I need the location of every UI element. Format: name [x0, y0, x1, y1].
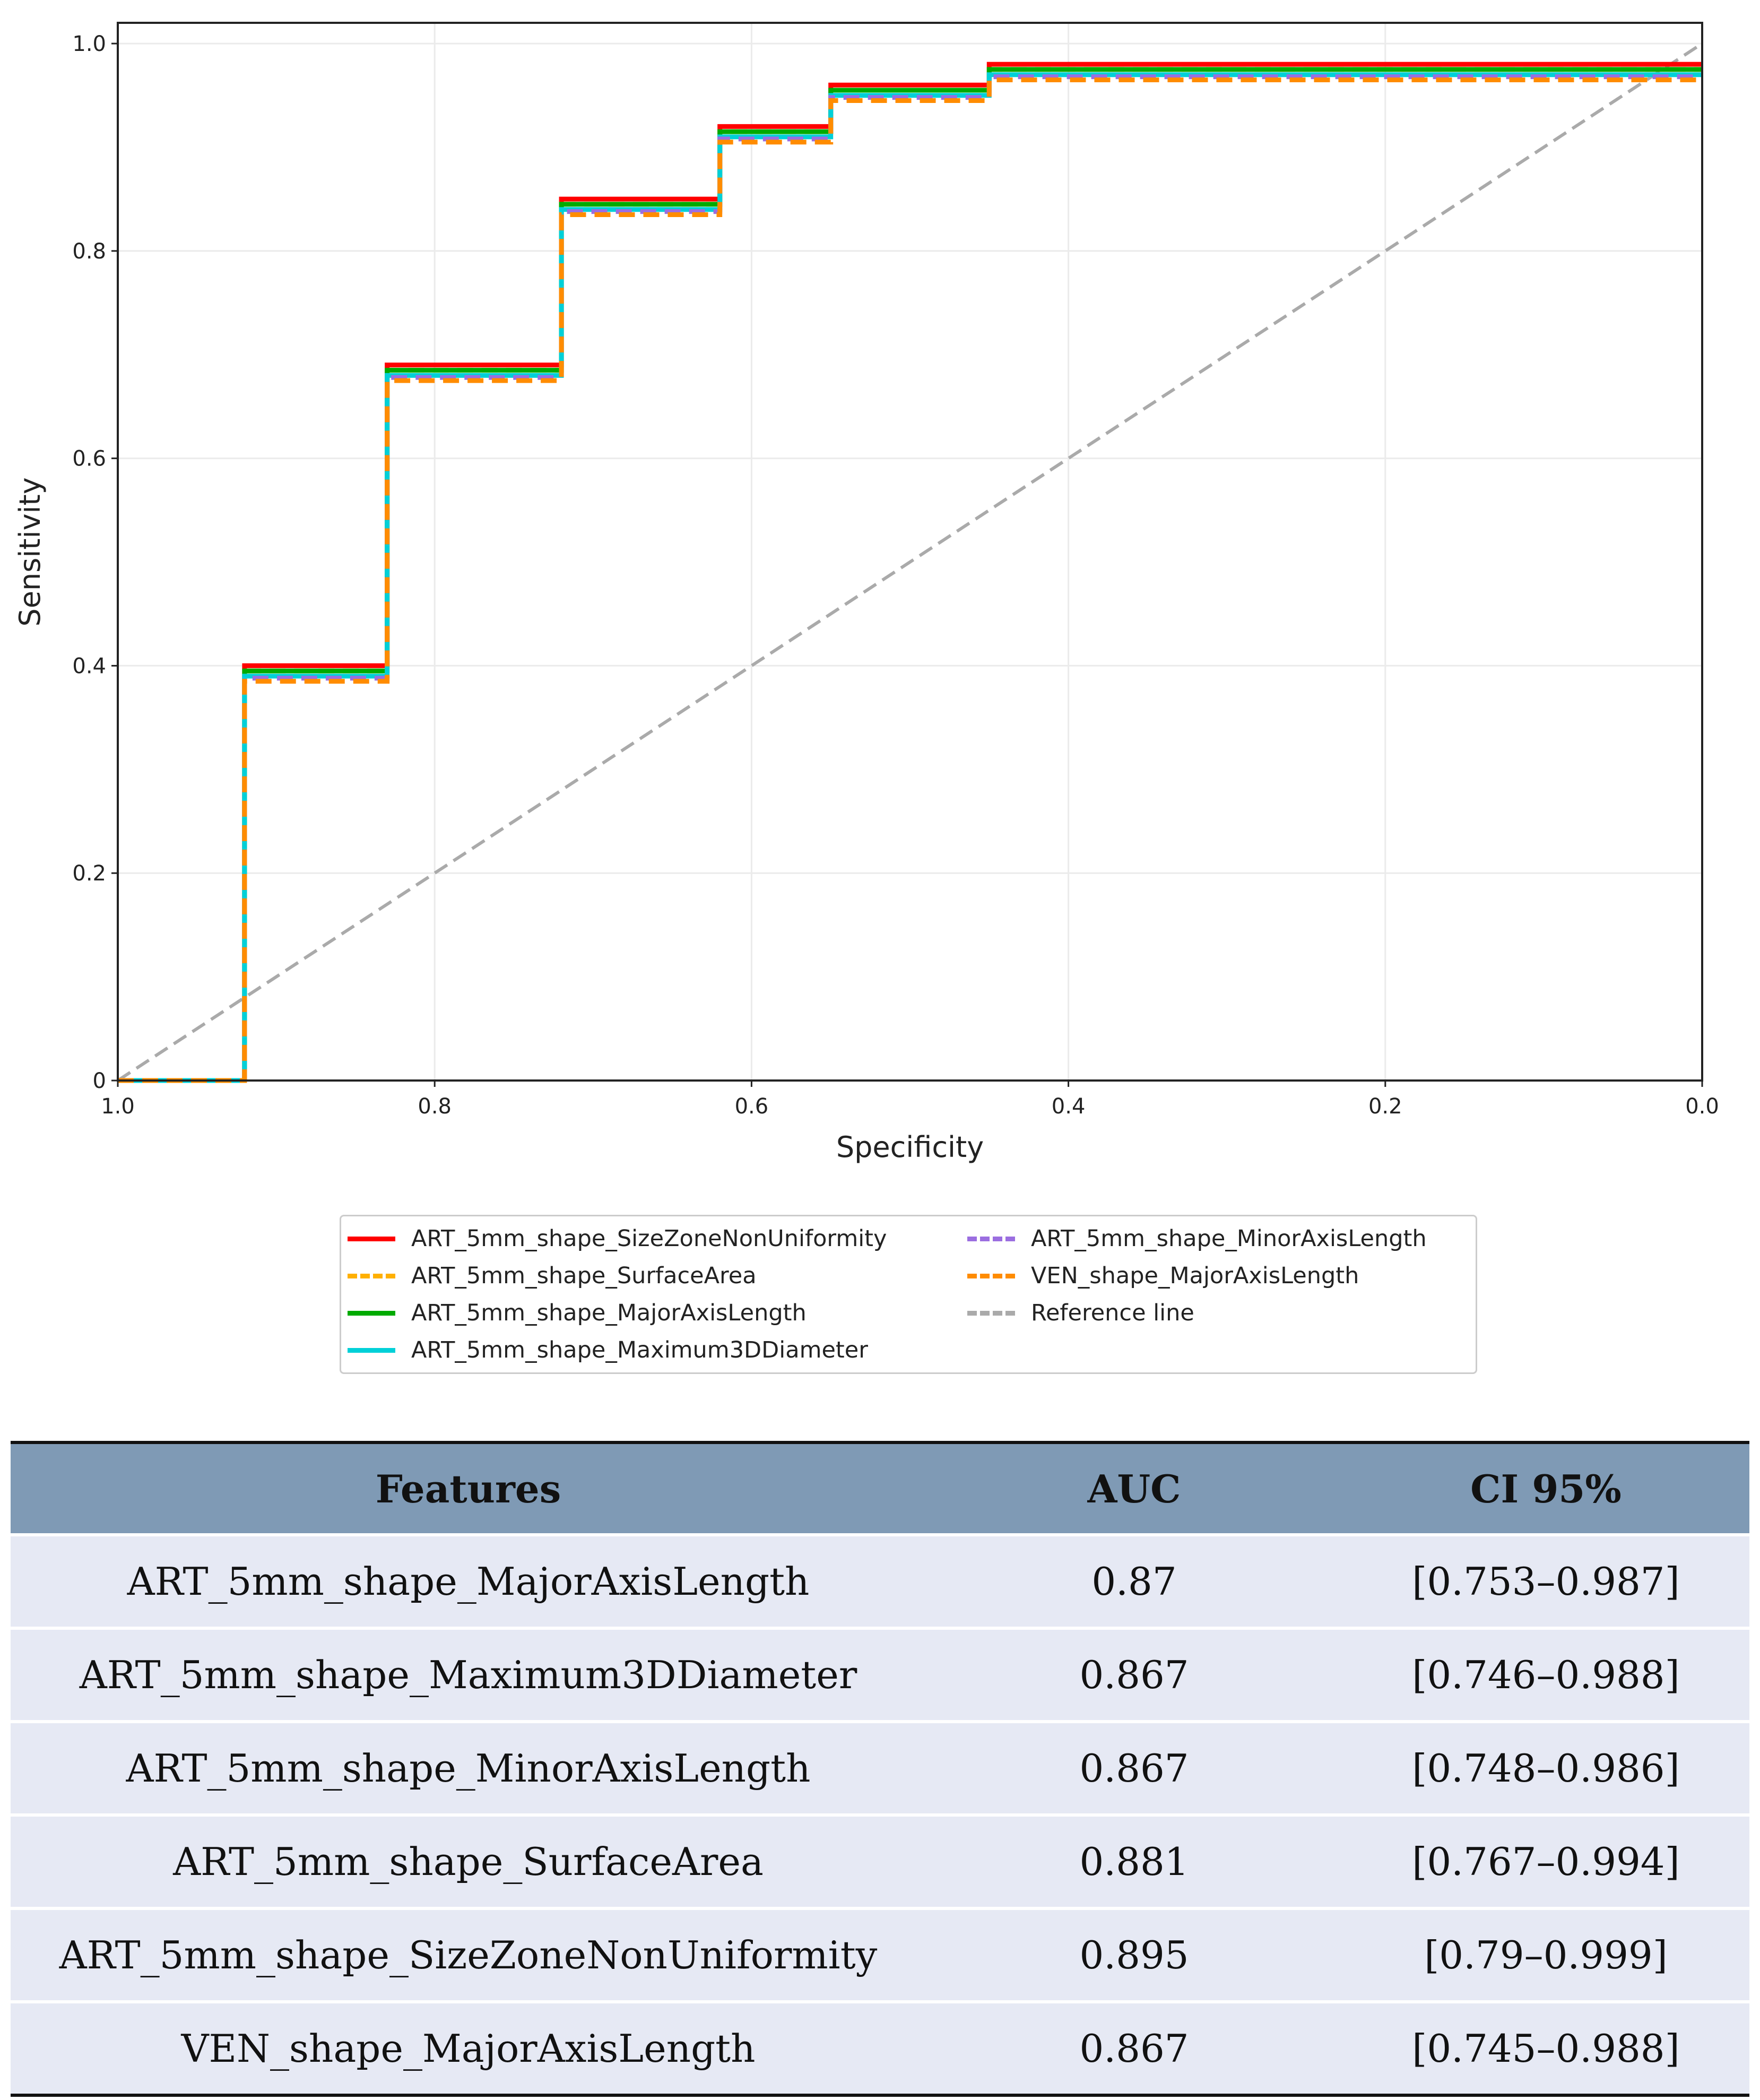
feature-cell: ART_5mm_shape_Maximum3DDiameter — [79, 1653, 857, 1697]
legend-label: ART_5mm_shape_MajorAxisLength — [411, 1300, 807, 1326]
legend-item: ART_5mm_shape_MajorAxisLength — [348, 1297, 807, 1329]
ci-cell: [0.753–0.987] — [1412, 1559, 1680, 1604]
feature-cell: VEN_shape_MajorAxisLength — [181, 2026, 756, 2071]
ci-cell: [0.746–0.988] — [1412, 1653, 1680, 1697]
table-row: VEN_shape_MajorAxisLength 0.867 [0.745–0.9… — [11, 2002, 1749, 2095]
y-tick-label: 0.8 — [72, 239, 106, 264]
auc-cell: 0.881 — [1079, 1839, 1189, 1884]
ticks: 1.0 0.8 0.6 0.4 0.2 0.0 0 0.2 0.4 0.6 0.8 1.0 — [72, 32, 1719, 1119]
legend-swatch-icon — [348, 1347, 395, 1353]
ci-cell: [0.745–0.988] — [1412, 2026, 1680, 2071]
legend-label: VEN_shape_MajorAxisLength — [1031, 1263, 1359, 1289]
legend-item: ART_5mm_shape_Maximum3DDiameter — [348, 1334, 868, 1366]
auc-cell: 0.867 — [1079, 2026, 1189, 2071]
y-tick-label: 0.6 — [72, 447, 106, 471]
legend-label: Reference line — [1031, 1300, 1194, 1326]
roc-series-0 — [118, 62, 1702, 1083]
feature-cell: ART_5mm_shape_MinorAxisLength — [126, 1746, 811, 1791]
table-row: ART_5mm_shape_SizeZoneNonUniformity 0.895… — [11, 1908, 1749, 2002]
auc-cell: 0.867 — [1079, 1746, 1189, 1791]
roc-series-4 — [118, 74, 1702, 1083]
x-tick-label: 0.8 — [418, 1094, 452, 1119]
y-tick-label: 0.4 — [72, 654, 106, 678]
legend-swatch-icon — [967, 1236, 1015, 1241]
legend: ART_5mm_shape_SizeZoneNonUniformity ART_5… — [340, 1215, 1477, 1374]
legend-label: ART_5mm_shape_Maximum3DDiameter — [411, 1337, 868, 1363]
feature-cell: ART_5mm_shape_SizeZoneNonUniformity — [59, 1933, 878, 1977]
ci-cell: [0.79–0.999] — [1424, 1933, 1668, 1977]
ci-cell: [0.767–0.994] — [1412, 1839, 1680, 1884]
legend-swatch-icon — [348, 1236, 395, 1241]
x-tick-label: 0.2 — [1368, 1094, 1402, 1119]
roc-series-3 — [118, 72, 1702, 1083]
legend-label: ART_5mm_shape_SizeZoneNonUniformity — [411, 1225, 887, 1252]
legend-swatch-icon — [348, 1273, 395, 1278]
x-tick-label: 0.6 — [735, 1094, 769, 1119]
x-tick-label: 0.4 — [1052, 1094, 1086, 1119]
ci-cell: [0.748–0.986] — [1412, 1746, 1680, 1791]
auc-cell: 0.867 — [1079, 1653, 1189, 1697]
series-group — [117, 42, 1703, 1083]
header-auc: AUC — [1087, 1466, 1181, 1511]
legend-item: ART_5mm_shape_SurfaceArea — [348, 1260, 757, 1292]
table-row: ART_5mm_shape_MinorAxisLength 0.867 [0.748… — [11, 1722, 1749, 1815]
roc-series-5 — [118, 77, 1702, 1083]
roc-chart: 1.0 0.8 0.6 0.4 0.2 0.0 0 0.2 0.4 0.6 0.8 1.0 Speci… — [13, 22, 1719, 1164]
feature-cell: ART_5mm_shape_MajorAxisLength — [127, 1559, 810, 1604]
header-features: Features — [375, 1466, 561, 1511]
x-tick-label: 0.0 — [1685, 1094, 1719, 1119]
table-header-row: Features AUC CI 95% — [11, 1442, 1749, 1535]
auc-cell: 0.87 — [1091, 1559, 1177, 1604]
legend-swatch-icon — [967, 1310, 1015, 1316]
legend-item: Reference line — [967, 1297, 1194, 1329]
roc-series-2 — [118, 67, 1702, 1083]
y-tick-label: 1.0 — [72, 32, 106, 56]
auc-table: Features AUC CI 95% ART_5mm_shape_MajorA… — [11, 1441, 1749, 2097]
legend-item: ART_5mm_shape_MinorAxisLength — [967, 1223, 1427, 1255]
reference-line — [117, 42, 1703, 1082]
legend-label: ART_5mm_shape_SurfaceArea — [411, 1263, 757, 1289]
table-row: ART_5mm_shape_Maximum3DDiameter 0.867 [0.7… — [11, 1628, 1749, 1722]
x-axis-label: Specificity — [836, 1130, 984, 1164]
legend-item: VEN_shape_MajorAxisLength — [967, 1260, 1359, 1292]
legend-swatch-icon — [348, 1310, 395, 1316]
header-ci: CI 95% — [1470, 1466, 1622, 1511]
auc-cell: 0.895 — [1079, 1933, 1189, 1977]
legend-item: ART_5mm_shape_SizeZoneNonUniformity — [348, 1223, 887, 1255]
legend-swatch-icon — [967, 1273, 1015, 1278]
feature-cell: ART_5mm_shape_SurfaceArea — [173, 1839, 764, 1884]
table-row: ART_5mm_shape_SurfaceArea 0.881 [0.767–0.9… — [11, 1815, 1749, 1908]
table-row: ART_5mm_shape_MajorAxisLength 0.87 [0.753–… — [11, 1535, 1749, 1628]
y-tick-label: 0 — [93, 1069, 106, 1093]
y-axis-label: Sensitivity — [13, 477, 47, 626]
x-tick-label: 1.0 — [101, 1094, 135, 1119]
legend-label: ART_5mm_shape_MinorAxisLength — [1031, 1225, 1427, 1252]
roc-series-1 — [118, 67, 1702, 1083]
plot-frame — [117, 22, 1703, 1082]
y-tick-label: 0.2 — [72, 861, 106, 886]
grid — [117, 23, 1703, 1082]
